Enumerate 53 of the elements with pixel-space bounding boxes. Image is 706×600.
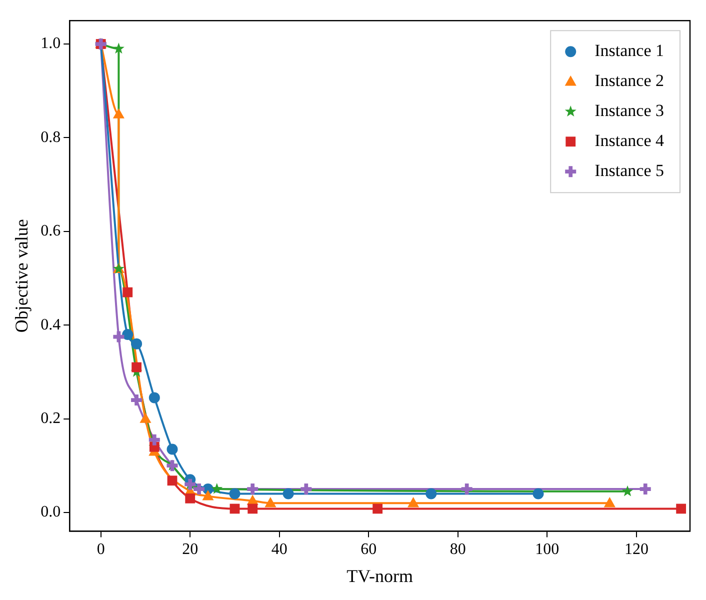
point [140,412,152,423]
x-tick-label: 20 [182,541,198,558]
legend-label: Instance 4 [594,131,664,150]
x-tick-label: 0 [96,541,105,558]
point [167,476,178,486]
point [148,434,160,446]
point [676,504,686,514]
point [185,493,196,504]
point [230,504,240,514]
point [112,42,124,54]
x-tick-label: 100 [535,541,560,558]
y-tick-label: 0.6 [40,222,61,240]
point [282,488,294,500]
point [300,484,312,495]
point [247,484,258,495]
legend-label: Instance 3 [594,101,664,120]
x-tick-label: 60 [360,541,377,558]
point [248,504,258,514]
point [113,331,124,342]
point [131,338,142,350]
y-tick-label: 0.8 [40,128,61,146]
y-tick-label: 1.0 [40,35,61,52]
x-tick-label: 80 [450,541,466,558]
point [194,484,205,495]
y-axis-title: Objective value [12,219,32,333]
point [426,488,437,500]
point [131,394,142,406]
point [461,484,472,495]
point [202,490,214,500]
x-tick-label: 40 [271,541,288,558]
legend-label: Instance 1 [594,41,664,60]
point [211,482,223,494]
point [408,497,420,508]
point [372,504,383,514]
point [532,488,544,500]
y-tick-label: 0.4 [40,316,61,334]
y-tick-label: 0.0 [40,504,61,521]
x-tick-label: 120 [624,541,648,558]
x-axis-title: TV-norm [346,566,413,586]
point [264,497,276,508]
y-tick-label: 0.2 [40,410,61,427]
point [122,287,133,298]
legend-label: Instance 2 [594,71,664,90]
point [148,392,160,404]
legend-label: Instance 5 [594,161,664,180]
point [132,362,142,372]
point [640,484,651,495]
point [112,108,124,118]
point [622,485,634,496]
point [122,328,134,340]
point [604,497,616,508]
point [229,488,240,500]
point [166,444,178,455]
